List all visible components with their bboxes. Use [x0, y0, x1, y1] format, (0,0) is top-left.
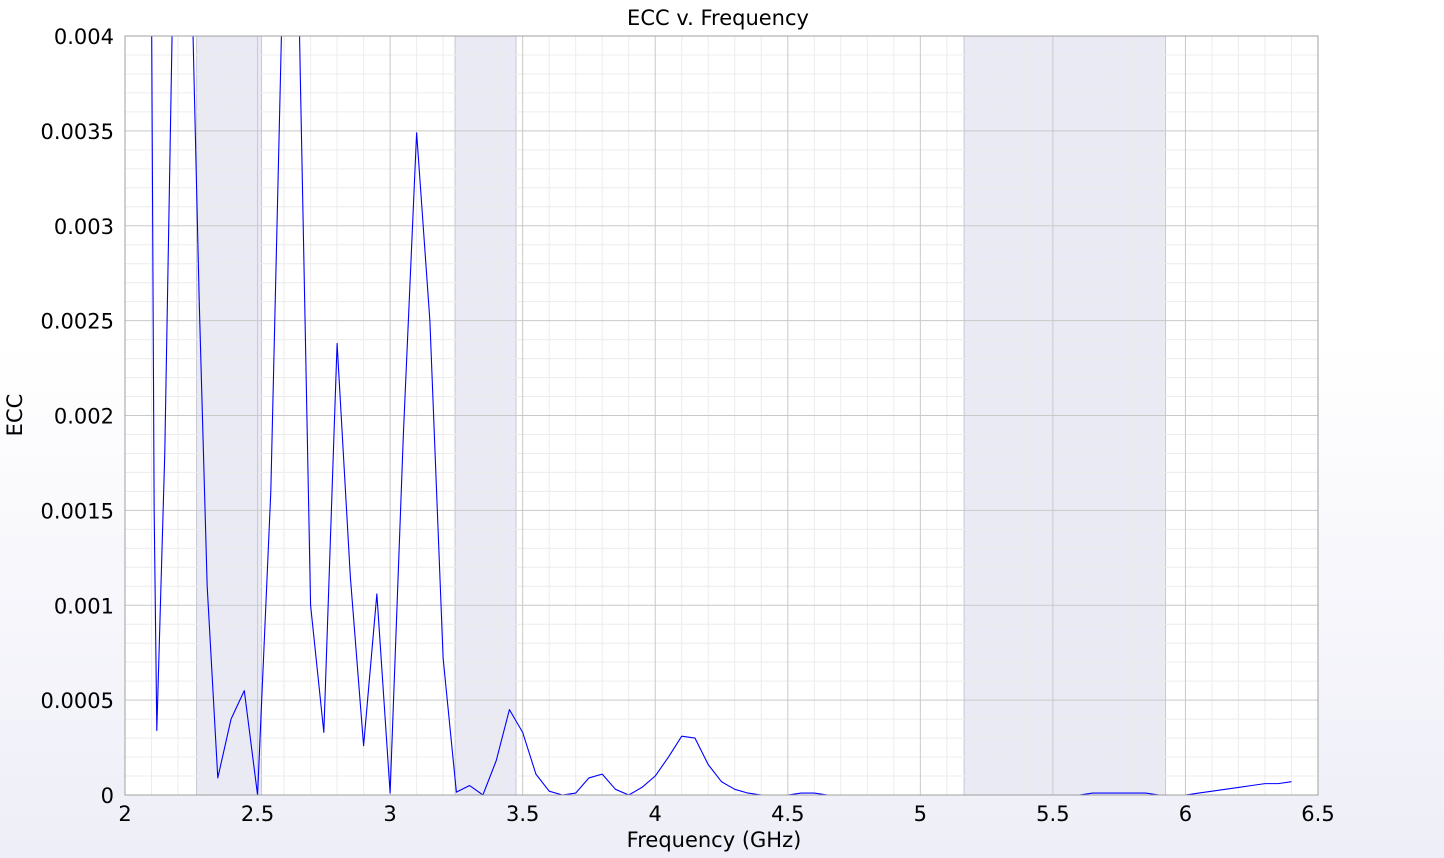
- y-tick-label: 0: [101, 784, 114, 808]
- x-tick-label: 4.5: [771, 802, 804, 826]
- y-tick-label: 0.002: [54, 405, 114, 429]
- plot-frame: [124, 35, 1319, 796]
- y-tick-label: 0.001: [54, 594, 114, 618]
- y-tick-label: 0.004: [54, 25, 114, 49]
- x-tick-label: 6.5: [1301, 802, 1334, 826]
- ecc-series-line: [151, 36, 1292, 795]
- x-tick-label: 3: [383, 802, 396, 826]
- x-tick-label: 6: [1179, 802, 1192, 826]
- x-tick-label: 3.5: [506, 802, 539, 826]
- y-tick-label: 0.003: [54, 215, 114, 239]
- x-tick-label: 4: [649, 802, 662, 826]
- chart-title: ECC v. Frequency: [627, 6, 809, 30]
- y-tick-label: 0.0035: [41, 120, 114, 144]
- x-tick-label: 2.5: [241, 802, 274, 826]
- x-tick-label: 5.5: [1036, 802, 1069, 826]
- y-tick-label: 0.0005: [41, 689, 114, 713]
- minor-grid: [125, 36, 1318, 795]
- x-axis-label: Frequency (GHz): [627, 828, 802, 852]
- series-layer: [151, 36, 1292, 795]
- x-axis-ticks: 2 2.5 3 3.5 4 4.5 5 5.5 6 6.5: [118, 802, 1334, 826]
- y-axis-ticks: 0 0.0005 0.001 0.0015 0.002 0.0025 0.003 0.0035…: [41, 25, 114, 808]
- x-tick-label: 2: [118, 802, 131, 826]
- y-axis-label: ECC: [3, 394, 27, 437]
- y-tick-label: 0.0015: [41, 499, 114, 523]
- y-tick-label: 0.0025: [41, 310, 114, 334]
- x-tick-label: 5: [914, 802, 927, 826]
